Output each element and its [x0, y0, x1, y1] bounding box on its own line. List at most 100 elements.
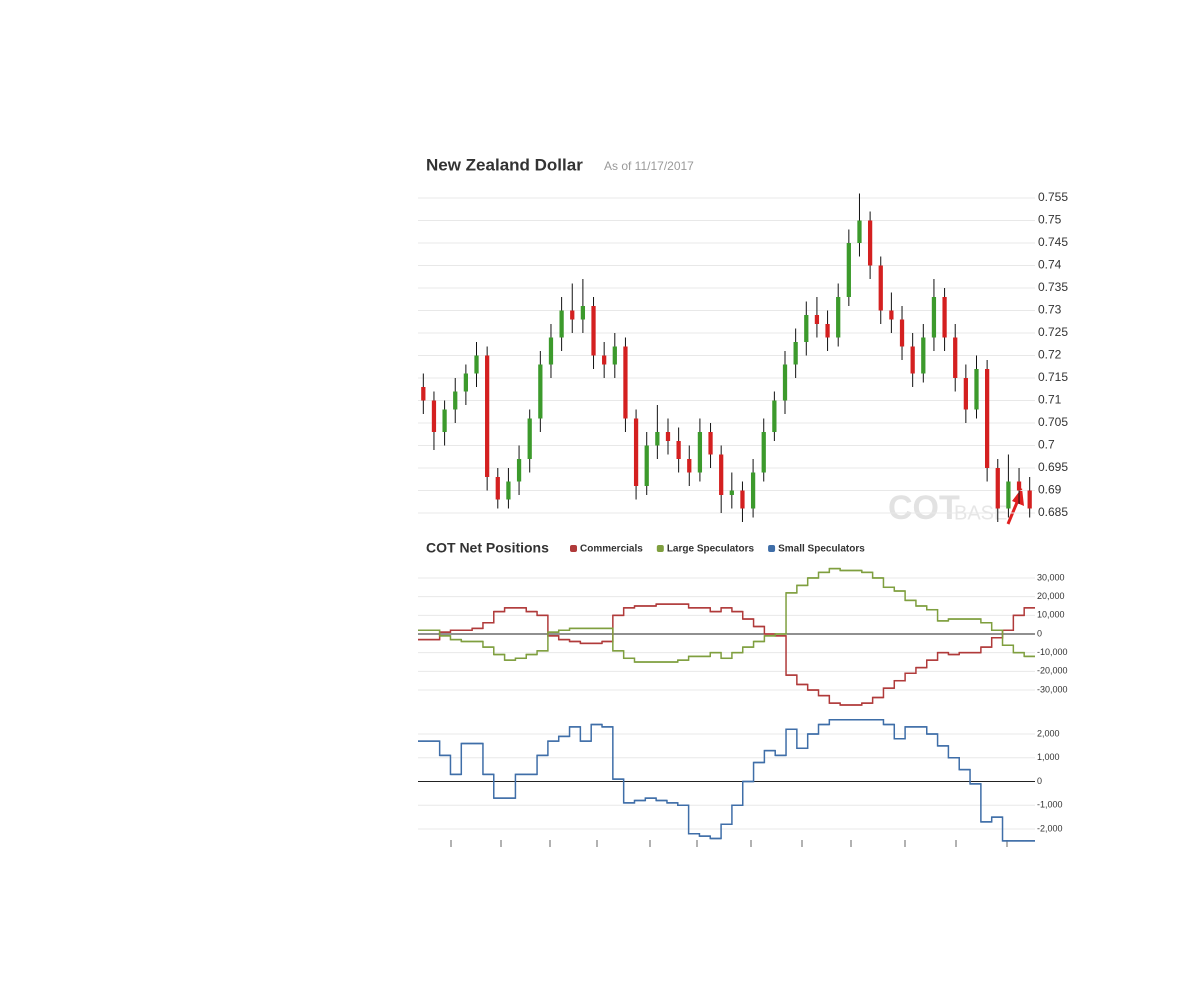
y-tick-label: 0.75 — [1038, 213, 1062, 227]
y-tick-label: 0.735 — [1038, 280, 1068, 294]
candle-body — [793, 342, 798, 365]
candle-body — [729, 490, 734, 495]
candle-body — [1027, 490, 1032, 509]
candle-body — [495, 477, 500, 500]
annotation-arrow — [1006, 488, 1024, 525]
y-tick-label: 1,000 — [1037, 752, 1060, 762]
candle-body — [740, 490, 745, 509]
candle-body — [931, 297, 937, 338]
candle-body — [1006, 481, 1011, 509]
candle-body — [772, 400, 777, 432]
y-tick-label: 0.755 — [1038, 190, 1068, 204]
candle-body — [878, 265, 883, 311]
candle-body — [910, 346, 915, 374]
y-tick-label: 0.725 — [1038, 325, 1068, 339]
candle-body — [995, 468, 1000, 509]
candle-body — [421, 387, 426, 401]
candle-body — [453, 391, 458, 410]
step-connector — [418, 719, 1035, 842]
candle-body — [953, 337, 958, 378]
candle-body — [687, 459, 692, 473]
legend-swatch — [768, 545, 776, 552]
candle-body — [867, 220, 873, 266]
y-tick-label: 0.715 — [1038, 370, 1068, 384]
candle-body — [516, 459, 522, 482]
y-tick-label: 0.69 — [1038, 483, 1062, 497]
candle-body — [431, 400, 437, 432]
y-tick-label: 0.73 — [1038, 303, 1062, 317]
legend-swatch — [570, 545, 577, 552]
y-tick-label: 0.685 — [1038, 505, 1068, 519]
candle-body — [846, 243, 851, 297]
candle-body — [899, 319, 905, 347]
y-tick-label: 0.74 — [1038, 258, 1062, 272]
x-axis-ticks — [450, 840, 1008, 847]
y-tick-label: -10,000 — [1037, 647, 1068, 657]
chart-title: COT Net Positions — [426, 540, 549, 556]
candle-body — [1016, 481, 1022, 491]
candle-body — [580, 306, 586, 320]
y-tick-label: 20,000 — [1037, 591, 1065, 601]
candle-body — [942, 297, 947, 338]
legend-swatch — [656, 545, 664, 552]
candle-body — [782, 364, 788, 401]
candle-body — [761, 432, 766, 473]
y-tick-label: -2,000 — [1037, 823, 1063, 833]
candle-body — [665, 432, 671, 441]
candle-body — [623, 346, 628, 419]
candle-body — [814, 315, 820, 324]
y-tick-label: -30,000 — [1037, 684, 1068, 694]
candle-body — [974, 369, 979, 410]
candle-body — [570, 310, 575, 320]
y-tick-label: 2,000 — [1037, 728, 1060, 738]
candle-body — [708, 432, 713, 455]
y-tick-label: 10,000 — [1037, 610, 1065, 620]
candle-body — [602, 355, 607, 365]
candle-body — [697, 432, 703, 473]
candle-body — [633, 418, 639, 486]
chart-subtitle: As of 11/17/2017 — [604, 159, 694, 173]
candle-body — [538, 364, 543, 419]
y-tick-label: -1,000 — [1037, 800, 1063, 810]
candle-body — [750, 472, 756, 509]
chart-title: New Zealand Dollar — [426, 155, 583, 174]
legend-label: Small Speculators — [778, 544, 865, 555]
candle-body — [963, 378, 968, 410]
candle-body — [559, 310, 564, 338]
candle-body — [463, 373, 468, 392]
candle-body — [655, 432, 660, 446]
watermark: COT — [888, 489, 960, 527]
legend-label: Commercials — [580, 544, 643, 555]
y-tick-label: 0.72 — [1038, 348, 1062, 362]
candle-body — [857, 220, 862, 243]
y-tick-label: 0 — [1037, 776, 1042, 786]
candle-body — [506, 481, 511, 500]
candle-body — [804, 315, 809, 342]
candle-body — [527, 418, 532, 459]
candle-body — [985, 369, 990, 468]
y-tick-label: 0.695 — [1038, 460, 1068, 474]
y-tick-label: -20,000 — [1037, 666, 1068, 676]
y-tick-label: 0.71 — [1038, 393, 1062, 407]
candle-body — [548, 337, 554, 365]
candle-body — [676, 441, 681, 459]
candle-body — [442, 409, 447, 432]
y-tick-label: 0.705 — [1038, 415, 1068, 429]
candle-body — [591, 306, 596, 356]
candle-body — [612, 346, 617, 365]
candle-body — [719, 454, 724, 495]
candle-body — [485, 355, 490, 477]
y-tick-label: 30,000 — [1037, 572, 1065, 582]
candle-body — [889, 310, 894, 320]
y-tick-label: 0.7 — [1038, 438, 1055, 452]
y-tick-label: 0 — [1037, 628, 1042, 638]
y-tick-label: 0.745 — [1038, 235, 1068, 249]
candle-body — [644, 445, 649, 486]
candle-body — [825, 324, 830, 338]
legend-label: Large Speculators — [667, 544, 755, 555]
candle-body — [921, 337, 926, 374]
candle-body — [474, 355, 479, 374]
candle-body — [836, 297, 841, 338]
